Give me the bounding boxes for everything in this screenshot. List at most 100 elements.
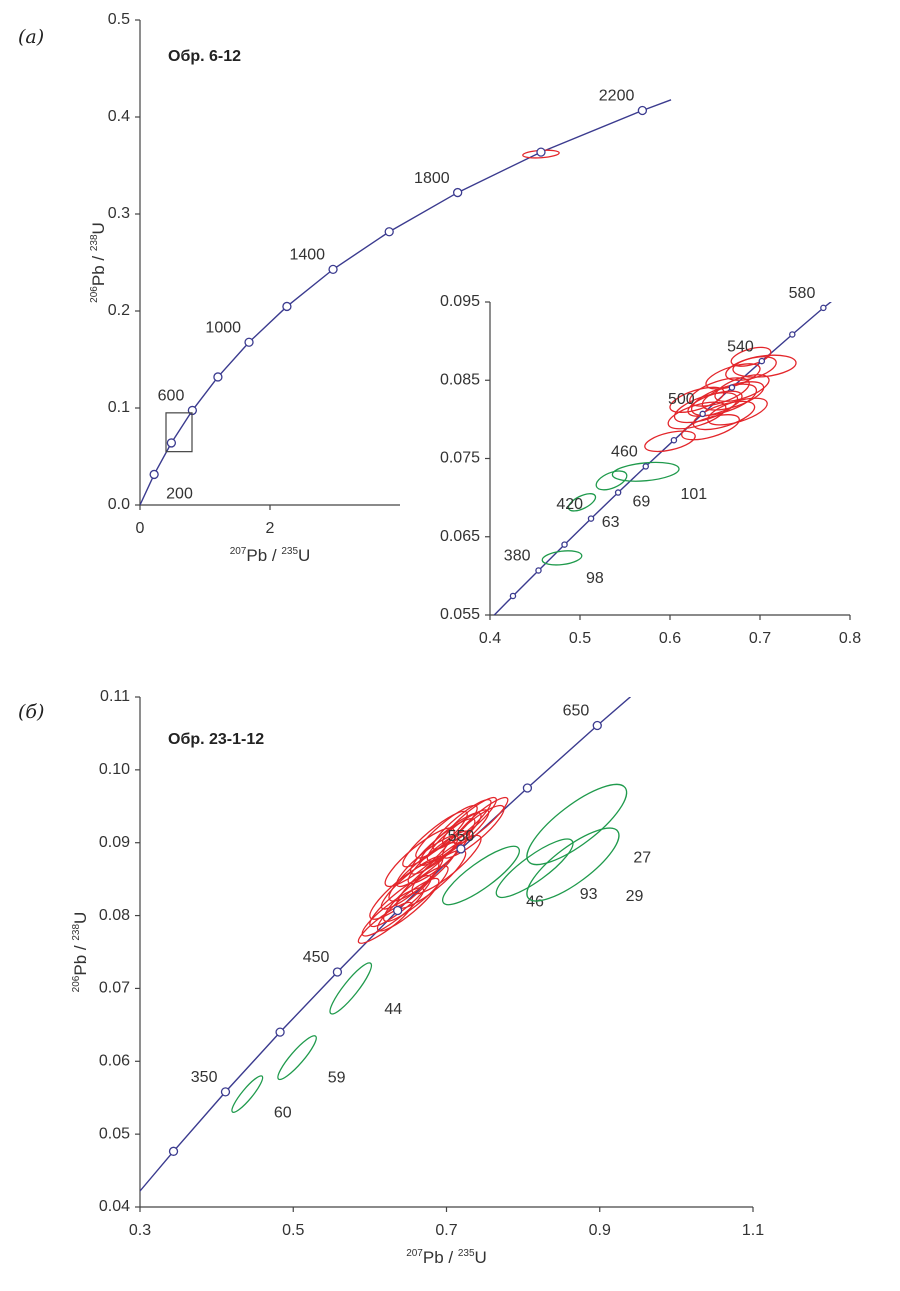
age-marker xyxy=(820,304,827,312)
error-ellipse xyxy=(329,962,373,1015)
age-label: 2200 xyxy=(599,88,635,105)
error-ellipse xyxy=(611,461,680,482)
age-label: 1800 xyxy=(414,170,450,187)
error-ellipse xyxy=(541,550,583,566)
y-tick-label: 0.4 xyxy=(108,108,130,125)
error-ellipse xyxy=(453,796,509,845)
error-ellipse xyxy=(383,865,449,923)
age-marker xyxy=(699,410,706,418)
age-marker xyxy=(536,147,546,157)
error-ellipse xyxy=(707,397,768,426)
error-ellipse xyxy=(732,354,797,378)
age-label: 350 xyxy=(191,1069,218,1086)
element: Pb / xyxy=(246,546,281,565)
ellipse-label: 101 xyxy=(680,486,707,503)
age-marker xyxy=(384,227,394,237)
age-marker xyxy=(166,438,177,448)
age-marker xyxy=(244,337,254,347)
age-label: 1400 xyxy=(289,247,325,264)
y-tick-label: 0.1 xyxy=(108,399,130,416)
error-ellipse xyxy=(442,796,497,845)
error-ellipse xyxy=(376,877,440,932)
y-tick-label: 0.08 xyxy=(99,907,130,924)
age-marker xyxy=(328,264,338,275)
element: U xyxy=(71,912,90,924)
isotope-mass: 206 xyxy=(71,975,82,992)
x-tick-label: 2 xyxy=(266,520,275,537)
concordia-curve xyxy=(493,302,832,615)
age-marker xyxy=(149,469,159,480)
age-label: 1000 xyxy=(205,319,241,336)
element: Pb / xyxy=(89,251,108,286)
age-label: 500 xyxy=(668,391,695,408)
x-axis-label: 207Pb / 235U xyxy=(230,546,311,565)
error-ellipse xyxy=(595,470,628,491)
y-tick-label: 0.09 xyxy=(99,834,130,851)
x-tick-label: 0.5 xyxy=(282,1222,304,1239)
error-ellipse xyxy=(442,845,520,906)
error-ellipse xyxy=(415,804,478,859)
age-marker xyxy=(642,463,650,470)
age-marker xyxy=(637,105,648,116)
y-tick-label: 0.3 xyxy=(108,205,130,222)
error-ellipse xyxy=(277,1035,317,1081)
error-ellipse xyxy=(725,356,777,381)
ellipse-label: 93 xyxy=(580,886,598,903)
inset-region xyxy=(165,412,193,453)
x-tick-label: 0 xyxy=(136,520,145,537)
isotope-mass: 235 xyxy=(458,1248,475,1259)
age-marker xyxy=(168,1146,179,1156)
concordia-curve xyxy=(140,99,672,505)
age-marker xyxy=(758,357,766,365)
age-marker xyxy=(789,331,796,338)
y-tick-label: 0.04 xyxy=(99,1198,130,1215)
age-marker xyxy=(587,515,595,522)
isotope-mass: 206 xyxy=(89,286,100,303)
ellipse-label: 69 xyxy=(632,493,650,510)
age-marker xyxy=(220,1087,231,1097)
error-ellipse xyxy=(526,827,620,902)
isotope-mass: 207 xyxy=(406,1248,423,1259)
age-marker xyxy=(592,720,602,731)
y-axis-label: 206Pb / 238U xyxy=(89,222,108,303)
element: Pb / xyxy=(71,941,90,976)
age-label: 540 xyxy=(727,338,754,355)
y-tick-label: 0.075 xyxy=(440,450,480,467)
error-ellipse xyxy=(432,799,492,850)
age-marker xyxy=(535,567,542,574)
panel-label: (а) xyxy=(18,26,44,48)
x-tick-label: 0.7 xyxy=(749,630,771,647)
age-marker xyxy=(453,187,463,198)
isotope-mass: 238 xyxy=(71,924,82,941)
x-tick-label: 0.5 xyxy=(569,630,591,647)
element: U xyxy=(89,222,108,234)
y-tick-label: 0.5 xyxy=(108,11,130,28)
age-marker xyxy=(456,844,466,854)
age-label: 450 xyxy=(303,949,330,966)
age-marker xyxy=(670,436,678,444)
x-tick-label: 0.4 xyxy=(479,630,501,647)
age-marker xyxy=(509,592,517,600)
x-tick-label: 0.6 xyxy=(659,630,681,647)
age-label: 380 xyxy=(504,548,531,565)
y-tick-label: 0.085 xyxy=(440,371,480,388)
age-label: 580 xyxy=(789,285,816,302)
ellipse-label: 44 xyxy=(384,1001,402,1018)
y-tick-label: 0.2 xyxy=(108,302,130,319)
y-tick-label: 0.06 xyxy=(99,1053,130,1070)
age-label: 550 xyxy=(448,828,475,845)
x-tick-label: 0.3 xyxy=(129,1222,151,1239)
isotope-mass: 207 xyxy=(230,546,247,557)
isotope-mass: 235 xyxy=(281,546,298,557)
panel-label: (б) xyxy=(18,701,44,723)
error-ellipse xyxy=(567,493,597,512)
age-label: 460 xyxy=(611,444,638,461)
y-tick-label: 0.0 xyxy=(108,496,130,513)
element: U xyxy=(475,1248,487,1267)
error-ellipse xyxy=(411,834,482,895)
y-axis-label: 206Pb / 238U xyxy=(71,912,90,993)
chart-title: Обр. 6-12 xyxy=(168,48,241,65)
age-marker xyxy=(282,301,292,312)
y-tick-label: 0.10 xyxy=(99,761,130,778)
